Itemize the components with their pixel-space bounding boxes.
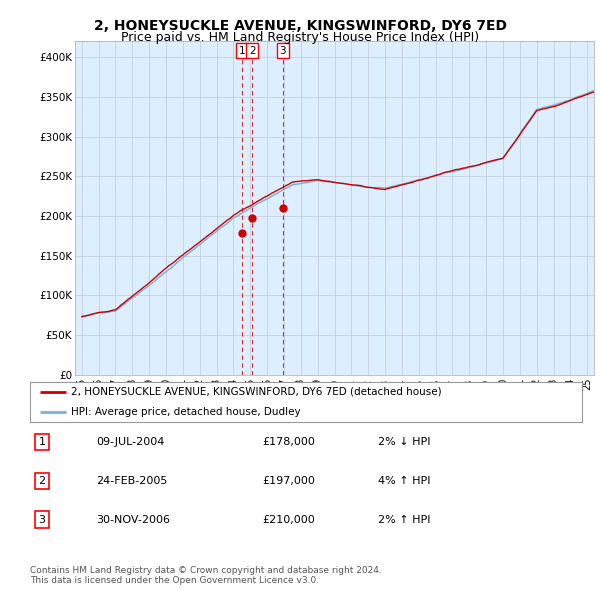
Text: 3: 3 [279, 46, 286, 56]
Text: 30-NOV-2006: 30-NOV-2006 [96, 515, 170, 525]
Text: 2: 2 [249, 46, 256, 56]
Text: £178,000: £178,000 [262, 437, 315, 447]
Text: 1: 1 [239, 46, 245, 56]
Text: 2% ↑ HPI: 2% ↑ HPI [378, 515, 430, 525]
Text: 1: 1 [38, 437, 46, 447]
Text: 3: 3 [38, 515, 46, 525]
Text: Price paid vs. HM Land Registry's House Price Index (HPI): Price paid vs. HM Land Registry's House … [121, 31, 479, 44]
Text: HPI: Average price, detached house, Dudley: HPI: Average price, detached house, Dudl… [71, 407, 301, 417]
Text: £197,000: £197,000 [262, 476, 315, 486]
Text: 2: 2 [38, 476, 46, 486]
Text: 24-FEB-2005: 24-FEB-2005 [96, 476, 167, 486]
Text: £210,000: £210,000 [262, 515, 314, 525]
Text: 2, HONEYSUCKLE AVENUE, KINGSWINFORD, DY6 7ED (detached house): 2, HONEYSUCKLE AVENUE, KINGSWINFORD, DY6… [71, 387, 442, 396]
Text: Contains HM Land Registry data © Crown copyright and database right 2024.
This d: Contains HM Land Registry data © Crown c… [30, 566, 382, 585]
Text: 4% ↑ HPI: 4% ↑ HPI [378, 476, 430, 486]
Text: 2% ↓ HPI: 2% ↓ HPI [378, 437, 430, 447]
Text: 2, HONEYSUCKLE AVENUE, KINGSWINFORD, DY6 7ED: 2, HONEYSUCKLE AVENUE, KINGSWINFORD, DY6… [94, 19, 506, 33]
Text: 09-JUL-2004: 09-JUL-2004 [96, 437, 164, 447]
